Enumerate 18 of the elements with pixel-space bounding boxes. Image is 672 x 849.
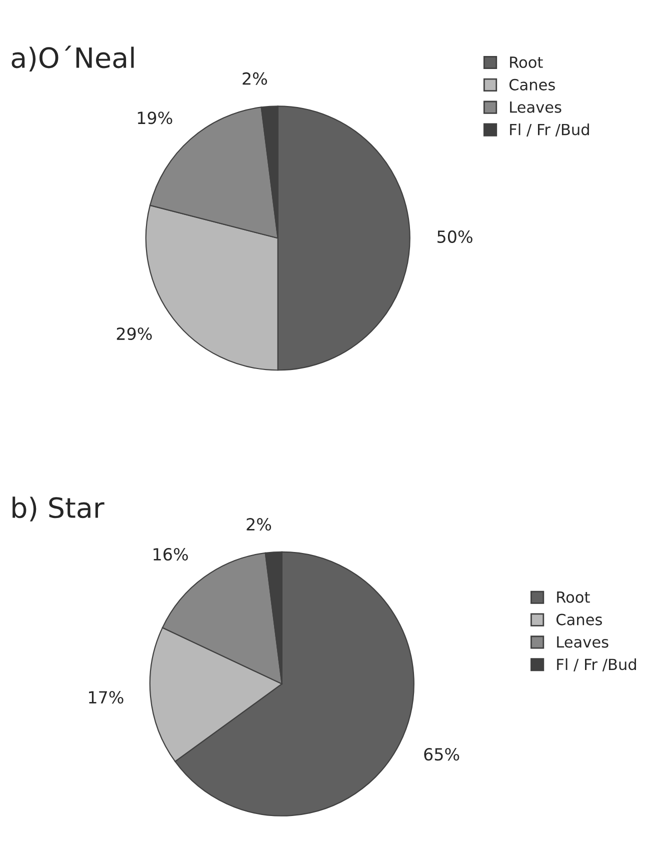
legend-label: Leaves	[557, 636, 608, 648]
legend-label: Leaves	[510, 102, 562, 113]
data-label: 2%	[246, 518, 272, 531]
legend-label: Canes	[509, 78, 555, 90]
legend-label: Fl / Fr /Bud	[557, 658, 636, 672]
data-label: 2%	[242, 72, 268, 85]
data-label: 16%	[154, 548, 188, 561]
legend-label: Fl / Fr /Bud	[510, 123, 589, 136]
data-label: 50%	[438, 230, 472, 243]
legend-label: Canes	[556, 614, 602, 626]
legend-label: Root	[557, 592, 590, 603]
chart-title: a)O´Neal	[12, 46, 134, 72]
legend-label: Root	[510, 56, 543, 68]
data-label: 29%	[116, 327, 152, 340]
data-label: 17%	[89, 691, 124, 704]
chart-title: b) Star	[12, 496, 104, 522]
data-label: 65%	[424, 748, 460, 761]
data-label: 19%	[138, 112, 172, 124]
